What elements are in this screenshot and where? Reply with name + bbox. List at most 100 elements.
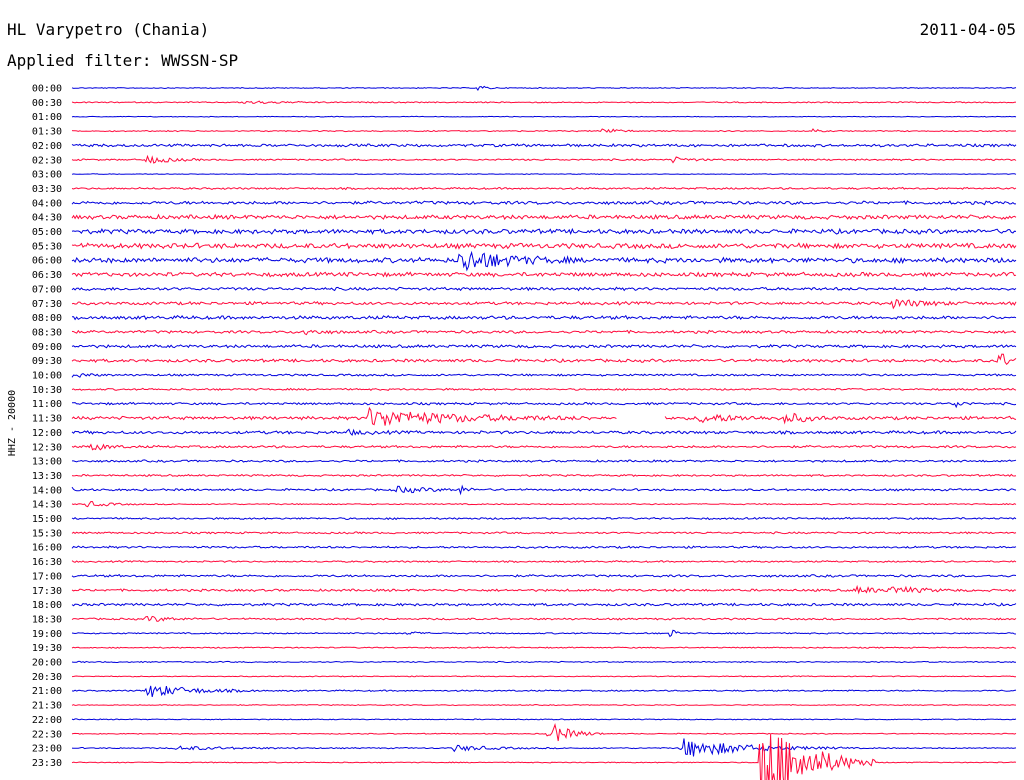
trace-line	[71, 213, 1017, 221]
time-tick-label: 06:30	[32, 270, 62, 281]
time-tick-label: 16:30	[32, 557, 62, 568]
time-tick-label: 01:30	[32, 127, 62, 138]
time-tick-label: 07:00	[32, 284, 62, 295]
y-axis-label: HHZ - 20000	[7, 390, 18, 456]
time-tick-label: 10:30	[32, 385, 62, 396]
time-tick-label: 11:00	[32, 399, 62, 410]
time-tick-label: 20:00	[32, 658, 62, 669]
time-tick-label: 03:30	[32, 184, 62, 195]
trace-line	[72, 401, 1017, 409]
trace-line	[71, 615, 1017, 622]
trace-line	[71, 373, 1017, 378]
trace-line	[71, 186, 1017, 191]
time-tick-label: 15:30	[32, 528, 62, 539]
time-tick-label: 12:30	[32, 442, 62, 453]
time-tick-label: 14:30	[32, 500, 62, 511]
trace-line	[71, 242, 1017, 250]
trace-line	[71, 734, 1017, 780]
trace-line	[71, 560, 1017, 564]
trace-group	[71, 85, 1017, 780]
trace-line	[71, 443, 1017, 451]
trace-line	[71, 473, 1017, 478]
trace-line	[72, 314, 1017, 321]
time-tick-label: 10:00	[32, 371, 62, 382]
trace-line	[71, 227, 1017, 235]
time-tick-label: 23:30	[32, 758, 62, 769]
trace-line	[71, 602, 1017, 607]
time-tick-label: 05:00	[32, 227, 62, 238]
time-tick-label: 06:00	[32, 256, 62, 267]
trace-line	[71, 718, 1017, 721]
trace-line	[71, 584, 1017, 595]
trace-line	[71, 500, 1017, 508]
trace-line	[71, 484, 1017, 496]
time-tick-label: 21:00	[32, 686, 62, 697]
time-tick-label: 19:00	[32, 629, 62, 640]
trace-line	[71, 629, 1017, 638]
time-tick-label: 02:30	[32, 155, 62, 166]
trace-line	[71, 343, 1017, 349]
time-tick-label: 22:00	[32, 715, 62, 726]
trace-line	[71, 428, 1017, 436]
trace-line	[71, 128, 1017, 133]
trace-line	[71, 154, 1017, 164]
trace-line	[72, 459, 1017, 463]
time-tick-label: 16:00	[32, 543, 62, 554]
time-tick-label: 23:00	[32, 744, 62, 755]
trace-line	[71, 738, 1017, 757]
trace-line	[71, 115, 1017, 118]
trace-line	[71, 406, 1017, 426]
station-title: HL Varypetro (Chania)	[7, 20, 210, 39]
time-tick-label: 09:30	[32, 356, 62, 367]
time-tick-label: 07:30	[32, 299, 62, 310]
time-tick-label: 09:00	[32, 342, 62, 353]
time-tick-label: 05:30	[32, 241, 62, 252]
trace-line	[71, 173, 1017, 176]
time-tick-label: 13:30	[32, 471, 62, 482]
trace-line	[71, 85, 1017, 91]
time-tick-label: 08:30	[32, 327, 62, 338]
trace-line	[71, 200, 1016, 206]
trace-line	[71, 685, 1017, 698]
trace-line	[71, 545, 1017, 549]
trace-line	[71, 516, 1017, 521]
time-tick-label: 20:30	[32, 672, 62, 683]
time-tick-label: 12:00	[32, 428, 62, 439]
trace-line	[71, 143, 1017, 148]
time-tick-label: 00:00	[32, 84, 62, 95]
time-tick-label: 17:00	[32, 571, 62, 582]
time-tick-label: 02:00	[32, 141, 62, 152]
trace-line	[71, 250, 1017, 272]
trace-line	[71, 573, 1017, 578]
time-tick-label: 21:30	[32, 701, 62, 712]
trace-line	[71, 286, 1017, 292]
trace-line	[71, 660, 1017, 664]
trace-line	[71, 531, 1017, 535]
time-tick-label: 17:30	[32, 586, 62, 597]
time-tick-label: 00:30	[32, 98, 62, 109]
time-tick-label: 14:00	[32, 485, 62, 496]
time-tick-label: 03:00	[32, 170, 62, 181]
trace-line	[71, 299, 1017, 310]
trace-line	[71, 675, 1016, 678]
trace-line	[71, 703, 1017, 707]
trace-line	[71, 100, 1017, 105]
trace-line	[71, 329, 1017, 336]
time-tick-label: 13:00	[32, 457, 62, 468]
filter-label: Applied filter: WWSSN-SP	[7, 51, 239, 70]
time-tick-label: 04:30	[32, 213, 62, 224]
time-tick-label: 22:30	[32, 729, 62, 740]
time-tick-label: 04:00	[32, 198, 62, 209]
trace-line	[71, 646, 1017, 649]
trace-line	[71, 353, 1017, 366]
time-tick-label: 11:30	[32, 414, 62, 425]
trace-line	[71, 387, 1017, 391]
trace-line	[71, 271, 1017, 278]
time-tick-label: 18:00	[32, 600, 62, 611]
time-tick-label: 01:00	[32, 112, 62, 123]
time-tick-label: 18:30	[32, 614, 62, 625]
time-tick-label: 15:00	[32, 514, 62, 525]
time-tick-label: 08:00	[32, 313, 62, 324]
time-tick-label: 19:30	[32, 643, 62, 654]
